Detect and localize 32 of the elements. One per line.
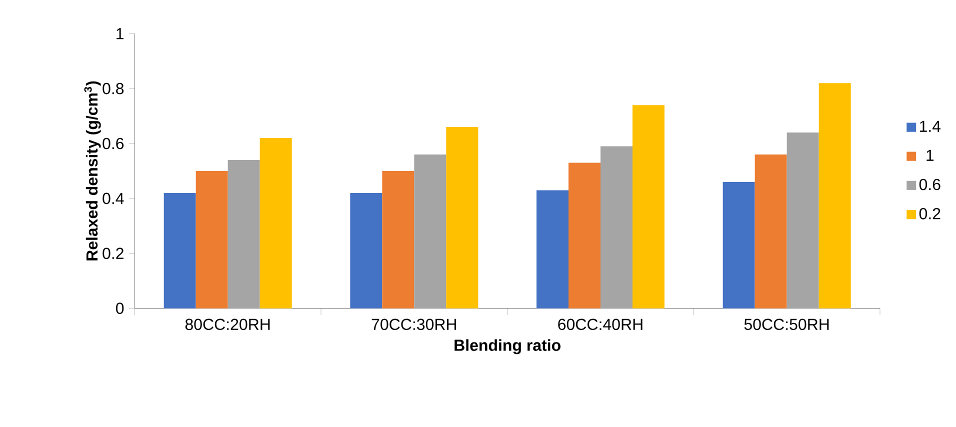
text: Relaxed density (g/cm$^{3}$) [84,81,101,260]
bar [164,192,196,308]
bar [228,160,260,308]
y-tick-label: 0.6 [102,138,124,150]
bar [382,170,414,308]
x-tick-label: 70CC:30RH [372,318,456,330]
legend-label: 1.4 [920,120,941,132]
x-tick-label: 50CC:50RH [744,318,829,330]
bar [632,105,664,308]
bar [722,182,755,308]
y-tick-label: 0.2 [102,248,124,260]
x-axis-title: Blending ratio [454,339,560,354]
x-tick-label: 60CC:40RH [558,318,642,330]
y-tick-label: 0.4 [102,192,124,204]
legend-label: 1 [926,150,934,161]
bar [786,132,819,308]
bar [260,138,292,308]
x-tick-label: 80CC:20RH [185,318,270,330]
y-tick-label: 0 [116,302,124,314]
legend-label: 0.6 [919,178,940,190]
legend-label: 0.2 [919,208,940,220]
bar [536,190,569,308]
bar [568,162,600,308]
y-tick-label: 0.8 [102,82,124,94]
bar [196,170,228,308]
bar [350,192,382,308]
bar [600,146,632,308]
bar [414,154,446,308]
bar [754,154,787,308]
bar [818,83,851,308]
y-tick-label: 1 [116,28,124,40]
bar [446,127,478,308]
